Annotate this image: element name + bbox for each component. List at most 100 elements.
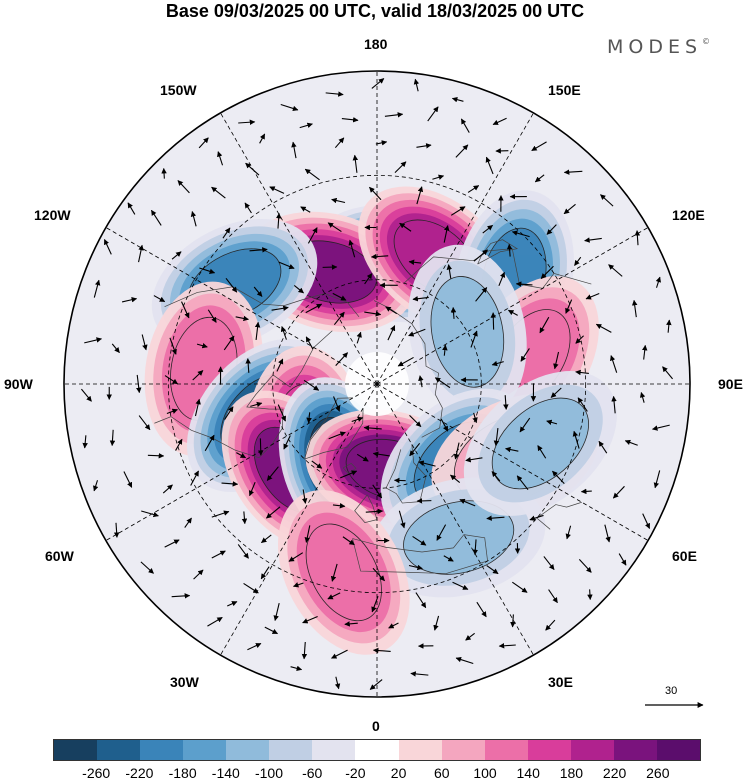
wind-arrow xyxy=(325,91,344,97)
colorbar-tick-label: 20 xyxy=(390,765,407,781)
wind-arrow xyxy=(245,162,260,176)
wind-arrow xyxy=(166,408,178,415)
colorbar-swatch xyxy=(183,740,227,760)
brand-text: MODES xyxy=(607,36,703,58)
wind-arrow xyxy=(153,295,166,303)
wind-arrow xyxy=(394,161,407,174)
wind-arrow xyxy=(413,78,420,92)
wind-arrow xyxy=(511,230,530,238)
wind-arrow xyxy=(299,122,313,129)
colorbar-swatch xyxy=(269,740,313,760)
wind-arrow xyxy=(264,626,278,635)
wind-arrow xyxy=(543,556,555,571)
wind-arrow xyxy=(257,438,264,456)
wind-arrow xyxy=(611,395,617,414)
wind-arrow xyxy=(433,615,440,631)
wind-arrow xyxy=(666,319,672,333)
wind-arrow xyxy=(293,285,304,294)
wind-vectors xyxy=(81,78,673,690)
wind-arrow xyxy=(565,525,572,540)
wind-arrow xyxy=(223,335,235,351)
wind-arrow xyxy=(443,555,454,562)
wind-arrow xyxy=(103,239,112,255)
wind-arrow xyxy=(238,119,256,125)
wind-arrow xyxy=(608,264,623,277)
wind-arrow xyxy=(332,292,347,301)
wind-arrow xyxy=(340,470,358,479)
anomaly-contour xyxy=(491,397,590,490)
lon-label-0: 0 xyxy=(372,718,380,734)
wind-arrow xyxy=(273,603,280,622)
wind-arrow xyxy=(271,305,289,312)
wind-arrow xyxy=(455,656,474,665)
meridian-line xyxy=(105,383,378,541)
colorbar-swatch xyxy=(97,740,141,760)
wind-arrow xyxy=(434,377,451,389)
coastline xyxy=(342,462,357,474)
colorbar-swatch xyxy=(355,740,399,760)
wind-arrow xyxy=(84,337,102,344)
wind-arrow xyxy=(305,303,323,314)
wind-arrow xyxy=(248,481,256,497)
wind-arrow xyxy=(546,419,558,425)
meridian-line xyxy=(376,383,649,541)
wind-arrow xyxy=(578,559,592,573)
wind-arrow xyxy=(141,510,159,518)
wind-arrow xyxy=(652,424,670,431)
wind-arrow xyxy=(190,470,199,486)
wind-arrow xyxy=(584,237,602,243)
wind-arrow xyxy=(342,536,355,546)
wind-arrow xyxy=(293,582,304,588)
wind-arrow xyxy=(372,484,383,499)
wind-arrow xyxy=(253,286,263,297)
colorbar xyxy=(53,739,701,761)
colorbar-tick-label: -220 xyxy=(125,765,154,781)
colorbar-tick-label: -140 xyxy=(211,765,240,781)
wind-arrow xyxy=(485,156,494,175)
wind-arrow xyxy=(169,337,177,355)
negative-anomaly xyxy=(407,244,527,419)
wind-arrow xyxy=(418,460,436,467)
wind-arrow xyxy=(416,143,432,149)
wind-arrow xyxy=(327,222,342,233)
colorbar-tick-label: 180 xyxy=(559,765,584,781)
wind-arrow xyxy=(375,140,388,146)
wind-arrow xyxy=(331,649,348,659)
wind-arrow xyxy=(196,343,208,349)
wind-arrow xyxy=(275,212,282,229)
colorbar-swatch xyxy=(441,740,485,760)
wind-arrow xyxy=(531,141,547,152)
wind-arrow xyxy=(332,502,346,509)
wind-arrow xyxy=(577,397,588,412)
wind-arrow xyxy=(260,566,270,580)
wind-arrow xyxy=(451,96,464,103)
anomaly-contour xyxy=(403,500,515,575)
wind-arrow xyxy=(269,186,285,194)
wind-arrow xyxy=(624,439,638,446)
wind-arrow xyxy=(245,358,251,373)
wind-arrow xyxy=(412,295,429,302)
wind-arrow xyxy=(221,481,239,487)
wind-arrow xyxy=(237,544,249,559)
colorbar-tick-label: -20 xyxy=(345,765,366,781)
wind-arrow xyxy=(574,256,582,266)
wind-arrow xyxy=(283,435,291,450)
wind-arrow xyxy=(475,287,488,302)
wind-arrow xyxy=(595,323,612,333)
wind-arrow xyxy=(207,309,217,323)
wind-arrow xyxy=(198,137,209,149)
colorbar-tick-label: -180 xyxy=(168,765,197,781)
wind-arrow xyxy=(410,671,429,677)
colorbar-tick-label: 260 xyxy=(646,765,670,781)
latitude-circle xyxy=(167,174,587,594)
reference-vector-label: 30 xyxy=(665,685,678,697)
wind-arrow xyxy=(227,601,238,607)
wind-arrow xyxy=(412,535,427,546)
wind-arrow xyxy=(529,514,544,521)
wind-arrow xyxy=(356,453,369,462)
wind-arrow xyxy=(545,619,556,631)
meridian-line xyxy=(220,383,378,656)
wind-arrow xyxy=(563,203,576,215)
wind-arrow xyxy=(235,315,249,322)
wind-arrow xyxy=(109,429,116,447)
